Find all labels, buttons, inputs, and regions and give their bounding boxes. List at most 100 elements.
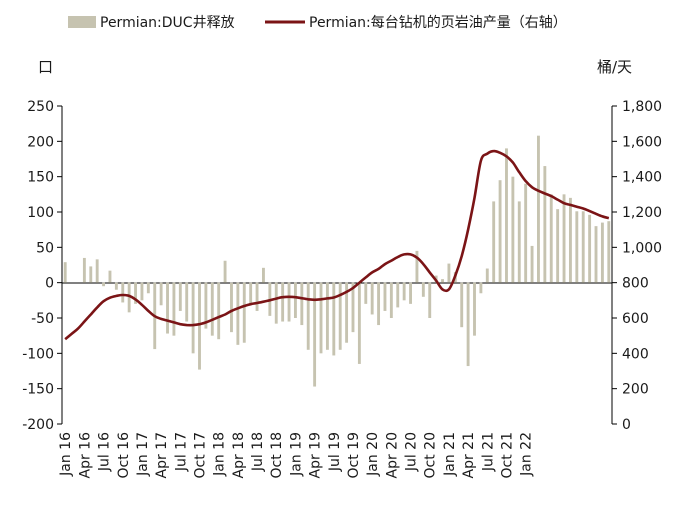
x-tick-label: Oct 20 — [423, 432, 439, 478]
duc-bar — [524, 183, 528, 283]
duc-bar — [114, 282, 118, 290]
x-tick-label: Oct 19 — [346, 432, 362, 478]
duc-bar — [63, 262, 67, 283]
duc-bar — [204, 282, 208, 329]
x-tick-label: Jul 20 — [404, 432, 420, 472]
x-tick-label: Jan 22 — [519, 432, 535, 477]
left-axis-unit: 口 — [38, 58, 53, 76]
x-tick-label: Jul 16 — [97, 432, 113, 472]
duc-bar — [255, 282, 259, 311]
duc-bar — [319, 282, 323, 354]
duc-bar — [159, 282, 163, 306]
duc-bar — [287, 282, 291, 322]
duc-bar — [588, 214, 592, 283]
duc-bar — [236, 282, 240, 345]
legend-bar-swatch — [68, 16, 96, 28]
duc-bar — [364, 282, 368, 304]
x-tick-label: Jan 20 — [365, 432, 381, 477]
duc-bar — [389, 282, 393, 318]
duc-bar — [562, 194, 566, 283]
duc-bar — [383, 282, 387, 311]
right-tick-label: 1,000 — [622, 240, 662, 256]
duc-bar — [178, 282, 182, 311]
duc-bar — [217, 282, 221, 340]
duc-bar — [428, 282, 432, 318]
right-tick-label: 400 — [622, 346, 649, 362]
duc-bar — [511, 176, 515, 283]
duc-bar — [396, 282, 400, 308]
duc-bar — [460, 282, 464, 328]
duc-bar — [530, 245, 534, 283]
x-tick-label: Apr 17 — [154, 432, 170, 478]
duc-bar — [230, 282, 233, 333]
duc-bar — [351, 282, 355, 333]
right-tick-label: 1,200 — [622, 205, 662, 221]
duc-bar — [537, 135, 540, 283]
x-tick-label: Jan 18 — [212, 432, 228, 477]
x-tick-label: Oct 21 — [500, 432, 516, 478]
duc-bar — [415, 250, 419, 283]
left-tick-label: 150 — [27, 170, 54, 186]
x-tick-label: Apr 19 — [308, 432, 324, 478]
right-tick-label: 1,400 — [622, 170, 662, 186]
legend-line-label: Permian:每台钻机的页岩油产量（右轴） — [309, 15, 567, 31]
duc-bar — [466, 282, 470, 367]
duc-bar — [198, 282, 201, 370]
duc-bar — [108, 270, 112, 283]
x-tick-label: Jul 21 — [480, 432, 496, 472]
duc-bar — [581, 211, 585, 283]
right-tick-label: 1,600 — [622, 134, 662, 150]
right-tick-label: 600 — [622, 311, 649, 327]
duc-bar — [556, 209, 560, 283]
right-axis-ticks: 1,800 1,600 1,400 1,200 1,000 800 600 400 200 0 — [612, 99, 662, 433]
x-tick-label: Oct 17 — [193, 432, 209, 478]
duc-bar — [293, 282, 297, 318]
x-tick-label: Oct 18 — [269, 432, 285, 478]
duc-bar — [338, 282, 342, 350]
duc-bar — [242, 282, 246, 343]
left-tick-label: -150 — [22, 382, 54, 398]
duc-bar — [377, 282, 381, 326]
x-tick-label: Apr 16 — [77, 432, 93, 479]
duc-bar — [140, 282, 144, 301]
duc-bar — [447, 263, 451, 283]
line-series — [64, 149, 610, 341]
x-tick-label: Apr 21 — [461, 432, 477, 478]
duc-bar — [134, 282, 137, 304]
duc-bar — [543, 166, 547, 283]
duc-bar — [306, 282, 310, 350]
legend-bar-label: Permian:DUC井释放 — [100, 15, 235, 31]
duc-bar — [421, 282, 425, 297]
duc-bar — [146, 282, 150, 294]
right-tick-label: 0 — [622, 417, 631, 433]
duc-bar — [479, 282, 483, 294]
duc-bar — [95, 259, 99, 283]
right-axis-unit: 桶/天 — [597, 58, 632, 76]
duc-bar — [498, 180, 502, 283]
duc-bar — [600, 222, 604, 283]
x-tick-label: Jul 19 — [327, 432, 343, 472]
x-tick-label: Jul 17 — [173, 432, 189, 472]
duc-bar — [473, 282, 476, 336]
duc-bar — [223, 260, 227, 283]
shale-output-line — [64, 149, 610, 341]
duc-bar — [185, 282, 189, 322]
left-tick-label: 0 — [45, 276, 54, 292]
duc-bar — [575, 211, 579, 283]
x-axis-ticks: Jan 16 Apr 16 Jul 16 Oct 16 Jan 17 Apr 17 Jul … — [58, 432, 535, 479]
duc-bar — [594, 226, 598, 283]
duc-bar — [549, 194, 553, 283]
x-tick-label: Jan 17 — [135, 432, 151, 477]
duc-bar — [402, 282, 406, 301]
duc-bar — [262, 267, 265, 283]
duc-bar — [300, 282, 304, 326]
duc-bar — [249, 282, 253, 304]
duc-bar — [102, 282, 106, 287]
left-tick-label: 50 — [36, 240, 54, 256]
right-tick-label: 1,800 — [622, 99, 662, 115]
duc-bar — [172, 282, 176, 336]
duc-bar — [281, 282, 285, 322]
legend: Permian:DUC井释放 Permian:每台钻机的页岩油产量（右轴） — [68, 15, 567, 31]
duc-bar — [210, 282, 214, 336]
